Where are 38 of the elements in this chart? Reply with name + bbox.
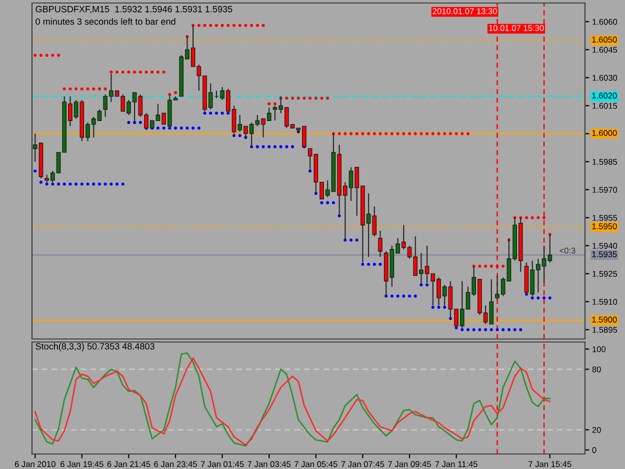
y-tick-label: 1.5970 — [592, 186, 618, 193]
y-tick-label: 1.5910 — [592, 298, 618, 305]
annotation: <0:3 — [560, 248, 576, 254]
ref-line-label: 1.6020 — [592, 92, 617, 99]
ref-line-label: 1.5900 — [592, 316, 617, 323]
y-tick-label: 1.5955 — [592, 214, 618, 221]
y-tick-label: 1.6045 — [592, 46, 618, 53]
y-tick-label: 1.6030 — [592, 74, 618, 81]
ref-line-label: 10.01.07 15:30 — [489, 25, 544, 31]
x-tick-label: 7 Jan 07:45 — [341, 461, 384, 468]
y-tick-label: 80 — [592, 366, 601, 372]
x-tick-label: 7 Jan 11:45 — [435, 461, 478, 468]
x-tick-label: 6 Jan 21:45 — [107, 461, 150, 468]
ref-line-label: 1.5935 — [592, 251, 617, 258]
x-tick-label: 7 Jan 03:45 — [248, 461, 291, 468]
x-tick-label: 7 Jan 01:45 — [200, 461, 244, 468]
x-tick-label: 6 Jan 23:45 — [154, 461, 197, 468]
y-tick-label: 1.5940 — [592, 242, 618, 249]
chart-title: GBPUSDFXF,M15 1.5932 1.5946 1.5931 1.5935 — [36, 6, 232, 14]
x-tick-label: 7 Jan 09:45 — [388, 461, 431, 468]
y-tick-label: 1.6015 — [592, 102, 618, 109]
chart-title: Stoch(8,3,3) 50.7353 48.4803 — [36, 342, 154, 352]
y-tick-label: 1.5985 — [592, 158, 618, 165]
ref-line-label: 2010.01.07 13:30 — [432, 8, 497, 14]
y-tick-label: 1.5895 — [592, 326, 618, 333]
y-tick-label: 100 — [592, 346, 606, 352]
text: 0 minutes 3 seconds left to bar end — [36, 18, 176, 25]
ref-line-label: 1.6050 — [592, 36, 617, 43]
ref-line-label: 1.5950 — [592, 223, 617, 230]
ref-line-label: 1.6000 — [592, 130, 617, 136]
y-tick-label: 0 — [592, 447, 596, 454]
y-tick-label: 1.5925 — [592, 270, 618, 277]
x-tick-label: 6 Jan 2010 — [14, 461, 56, 468]
y-tick-label: 20 — [592, 426, 601, 433]
x-tick-label: 7 Jan 15:45 — [528, 461, 572, 468]
x-tick-label: 6 Jan 19:45 — [60, 461, 104, 468]
y-tick-label: 1.6060 — [592, 18, 618, 25]
x-tick-label: 7 Jan 05:45 — [294, 461, 338, 468]
